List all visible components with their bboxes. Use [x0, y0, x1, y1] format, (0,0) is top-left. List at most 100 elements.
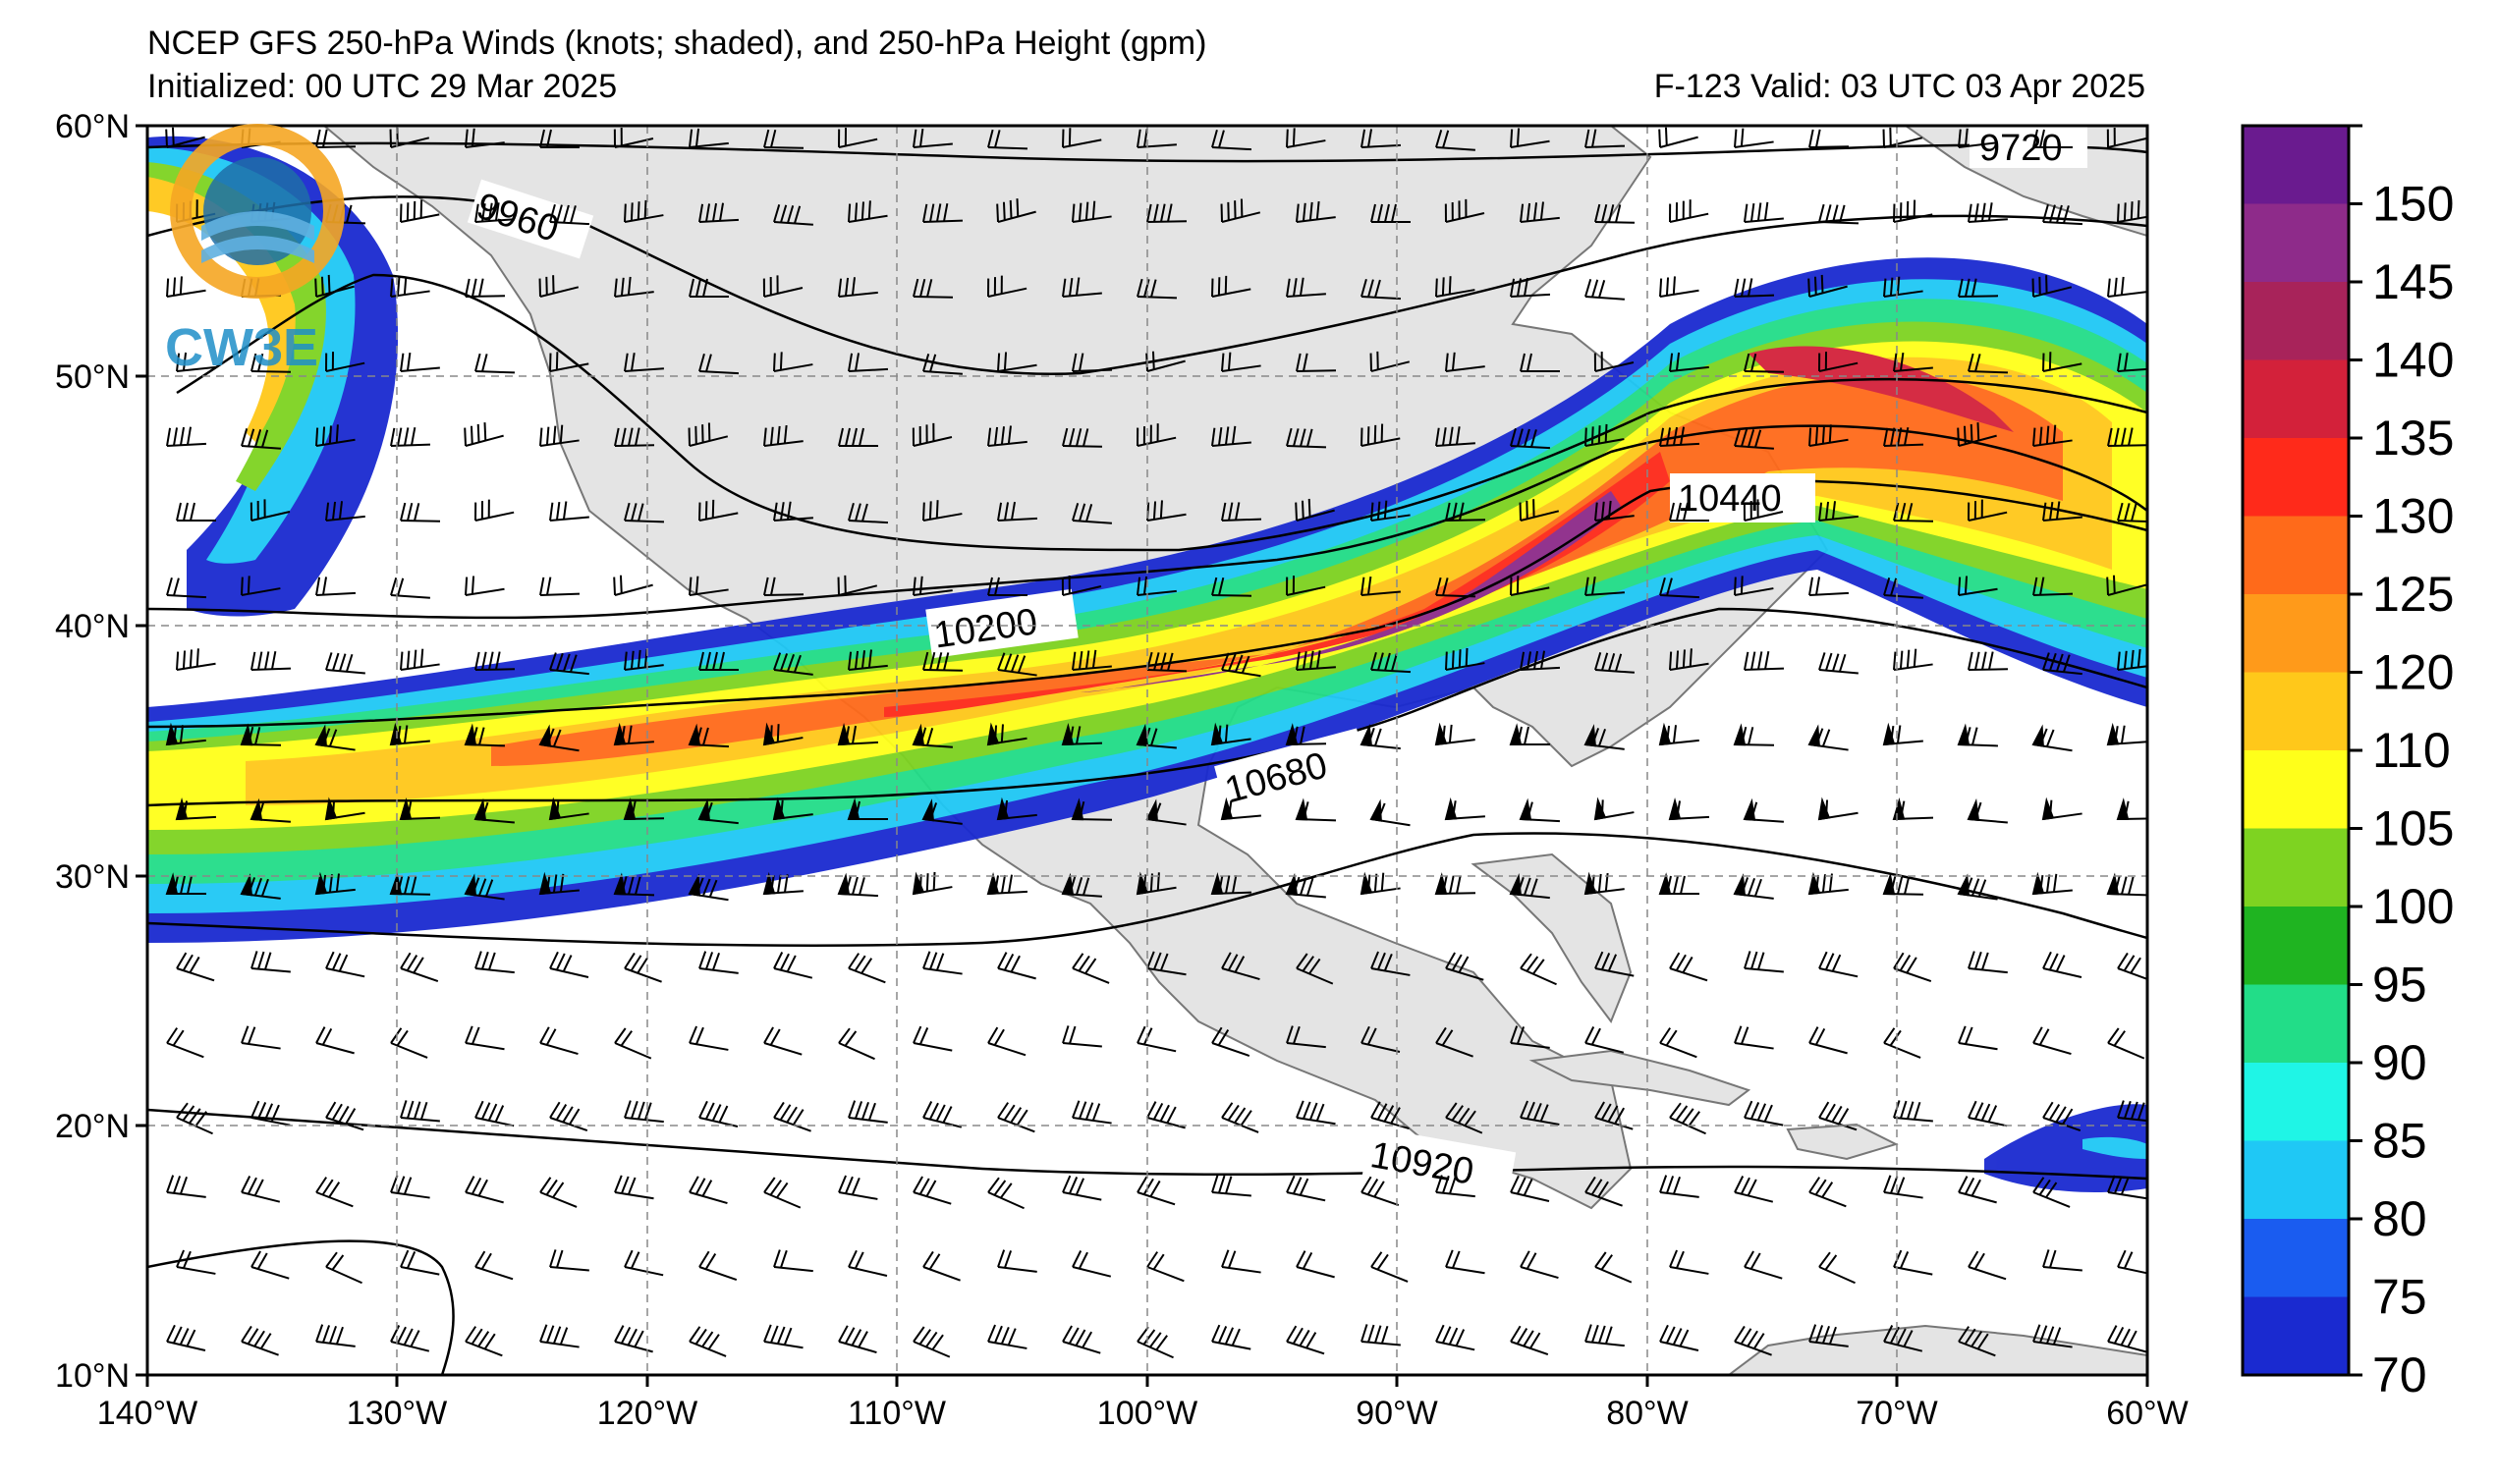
wind-barb [2106, 872, 2147, 897]
wind-barb [2107, 1027, 2145, 1060]
wind-barb [986, 871, 1027, 896]
wind-barb [2032, 129, 2073, 148]
wind-barb [474, 499, 515, 522]
wind-barb [1957, 873, 1998, 901]
wind-barb [1583, 724, 1625, 750]
wind-barb [987, 129, 1028, 150]
wind-barb [1659, 426, 1699, 447]
wind-barb [763, 577, 805, 596]
wind-barb [1584, 129, 1626, 148]
wind-barb [1669, 502, 1709, 522]
wind-barb [848, 353, 888, 372]
wind-barb [2042, 501, 2082, 522]
wind-barb [1062, 277, 1102, 298]
wind-barb [1957, 723, 1999, 747]
wind-barb [689, 1176, 728, 1204]
wind-barb [997, 501, 1037, 522]
wind-barb [539, 1177, 578, 1208]
wind-barb [1510, 1175, 1550, 1202]
wind-barb [465, 1025, 505, 1051]
wind-barbs [165, 127, 2147, 1359]
wind-barb [324, 797, 365, 821]
wind-barb [1659, 1027, 1697, 1059]
wind-barb [1286, 128, 1326, 148]
wind-barb [1296, 200, 1336, 223]
colorbar-segment [2243, 750, 2349, 829]
wind-barb [2042, 951, 2082, 978]
wind-barb [1072, 353, 1113, 372]
lon-label-90w: 90°W [1356, 1395, 1438, 1432]
wind-barb [922, 500, 963, 522]
wind-barb [1733, 723, 1775, 746]
wind-barb [1584, 1324, 1625, 1347]
wind-barb [1221, 1249, 1261, 1274]
wind-barb [325, 1101, 364, 1131]
wind-barb [987, 425, 1027, 447]
wind-barb [689, 128, 729, 148]
wind-barb [1883, 426, 1924, 447]
wind-barb [997, 1102, 1035, 1133]
wind-barb [848, 502, 888, 524]
colorbar-label: 95 [2372, 958, 2427, 1013]
wind-barb [1146, 651, 1188, 673]
wind-barb [913, 278, 954, 299]
wind-barb [474, 202, 515, 223]
wind-barb [1211, 1026, 1250, 1057]
wind-barb [772, 797, 813, 821]
wind-barb [539, 577, 581, 596]
wind-barb [465, 1176, 504, 1204]
colorbar-label: 120 [2372, 645, 2454, 700]
wind-barb [1211, 425, 1251, 447]
wind-barb [1807, 724, 1849, 751]
wind-barb [1061, 872, 1102, 898]
wind-barb [399, 797, 441, 821]
wind-barb [698, 202, 739, 223]
contour-labels: 9720 9960 10200 10440 10680 10920 [467, 126, 2087, 1201]
wind-barb [1137, 1326, 1174, 1359]
colorbar-label: 75 [2372, 1270, 2427, 1325]
wind-barb [325, 652, 365, 675]
wind-barb [2031, 275, 2073, 298]
wind-barb [1061, 723, 1103, 746]
wind-barb [1593, 797, 1635, 821]
wind-barb [1893, 199, 1933, 223]
wind-barb [474, 1100, 515, 1127]
wind-barb [1659, 276, 1699, 298]
wind-barb [624, 1100, 664, 1124]
wind-barb [1370, 500, 1411, 522]
wind-barb [1146, 203, 1188, 223]
florida-land [1471, 852, 1633, 1024]
lat-label-10n: 10°N [55, 1357, 130, 1395]
wind-barb [1072, 953, 1110, 984]
wind-barb [1658, 127, 1698, 148]
wind-barb [848, 1100, 888, 1124]
wind-barb [1444, 797, 1485, 821]
wind-barb [689, 278, 729, 298]
wind-barb [921, 798, 963, 825]
wind-barb [176, 1102, 213, 1135]
wind-barb [465, 128, 505, 148]
wind-barb [2117, 353, 2147, 372]
wind-barb [698, 1100, 739, 1127]
wind-barb [176, 1249, 216, 1275]
wind-barb [1062, 1325, 1101, 1354]
colorbar [2243, 126, 2349, 1376]
wind-barb [1445, 952, 1484, 981]
colorbar-label: 130 [2372, 489, 2454, 544]
colorbar-label: 110 [2372, 723, 2451, 778]
wind-barb [2032, 1177, 2071, 1208]
wind-barb [1211, 1175, 1251, 1197]
wind-barb [539, 424, 580, 447]
wind-barb [464, 873, 505, 901]
longitude-labels: 140°W 130°W 120°W 110°W 100°W 90°W 80°W … [97, 1395, 2189, 1432]
wind-barb [1669, 1249, 1709, 1275]
wind-barb [241, 1025, 281, 1050]
wind-barb [1286, 1175, 1326, 1202]
wind-barb [1510, 576, 1550, 596]
wind-barb [465, 1326, 503, 1357]
wind-barb [1519, 499, 1560, 522]
wind-barb [549, 1249, 589, 1272]
wind-barb [624, 353, 664, 372]
wind-barb [987, 1177, 1025, 1210]
lat-label-20n: 20°N [55, 1108, 130, 1145]
